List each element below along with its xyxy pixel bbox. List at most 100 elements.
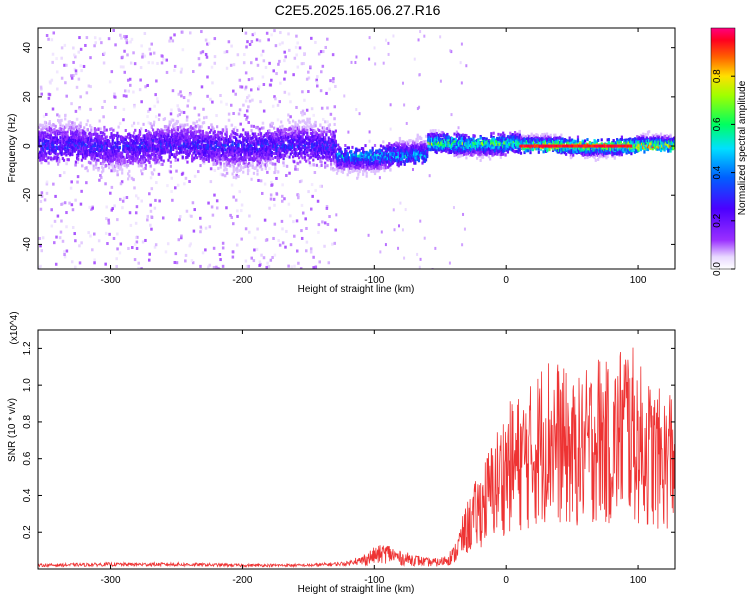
heatmap-cell bbox=[134, 137, 137, 141]
heatmap-cell bbox=[308, 161, 311, 165]
heatmap-cell bbox=[121, 135, 124, 139]
heatmap-cell bbox=[201, 121, 204, 125]
heatmap-cell bbox=[297, 119, 301, 123]
heatmap-cell bbox=[321, 154, 324, 158]
heatmap-cell bbox=[146, 136, 149, 140]
heatmap-cell bbox=[356, 176, 359, 180]
heatmap-cell bbox=[333, 150, 336, 154]
heatmap-cell bbox=[123, 149, 126, 153]
heatmap-cell bbox=[375, 164, 378, 168]
heatmap-cell bbox=[348, 163, 352, 167]
heatmap-cell bbox=[94, 162, 98, 166]
heatmap-cell bbox=[124, 128, 127, 132]
heatmap-cell bbox=[91, 143, 94, 147]
heatmap-cell bbox=[263, 163, 266, 167]
heatmap-cell bbox=[289, 115, 292, 119]
heatmap-cell bbox=[60, 143, 63, 147]
heatmap-cell bbox=[131, 155, 134, 159]
heatmap-cell bbox=[284, 70, 287, 74]
heatmap-cell bbox=[81, 131, 85, 135]
heatmap-cell bbox=[206, 134, 209, 138]
heatmap-cell bbox=[184, 259, 187, 263]
heatmap-cell bbox=[175, 261, 179, 265]
heatmap-cell bbox=[150, 171, 153, 175]
heatmap-cell bbox=[294, 127, 297, 131]
heatmap-cell bbox=[214, 133, 218, 137]
heatmap-cell bbox=[70, 74, 73, 78]
heatmap-cell bbox=[231, 152, 234, 156]
heatmap-cell bbox=[39, 207, 43, 211]
heatmap-cell bbox=[99, 127, 102, 131]
heatmap-cell bbox=[157, 130, 161, 134]
heatmap-cell bbox=[242, 145, 245, 149]
heatmap-cell bbox=[56, 156, 60, 160]
heatmap-cell bbox=[135, 146, 138, 150]
heatmap-cell bbox=[45, 191, 49, 195]
heatmap-cell bbox=[166, 135, 169, 139]
heatmap-cell bbox=[324, 127, 327, 131]
heatmap-cell bbox=[141, 141, 144, 145]
heatmap-cell bbox=[218, 146, 221, 150]
heatmap-cell bbox=[91, 154, 94, 158]
heatmap-cell bbox=[259, 139, 263, 143]
heatmap-cell bbox=[463, 227, 466, 231]
heatmap-cell bbox=[175, 136, 178, 140]
heatmap-cell bbox=[375, 166, 378, 170]
heatmap-cell bbox=[80, 147, 83, 151]
heatmap-cell bbox=[53, 241, 56, 245]
heatmap-cell bbox=[258, 141, 261, 145]
heatmap-cell bbox=[277, 62, 280, 66]
heatmap-cell bbox=[216, 161, 219, 165]
heatmap-cell bbox=[371, 161, 374, 165]
heatmap-cell bbox=[252, 155, 256, 159]
heatmap-cell bbox=[268, 135, 271, 139]
heatmap-cell bbox=[357, 157, 360, 161]
heatmap-cell bbox=[45, 182, 49, 186]
heatmap-cell bbox=[282, 154, 285, 158]
heatmap-cell bbox=[160, 143, 163, 147]
heatmap-cell bbox=[239, 134, 242, 138]
heatmap-cell bbox=[238, 139, 241, 143]
heatmap-cell bbox=[316, 153, 320, 157]
heatmap-cell bbox=[266, 170, 269, 174]
heatmap-cell bbox=[112, 167, 115, 171]
heatmap-cell bbox=[174, 139, 177, 143]
heatmap-cell bbox=[320, 149, 323, 153]
heatmap-cell bbox=[146, 115, 149, 119]
heatmap-cell bbox=[252, 124, 256, 128]
heatmap-cell bbox=[216, 125, 219, 129]
heatmap-cell bbox=[307, 70, 310, 74]
heatmap-cell bbox=[316, 75, 319, 79]
heatmap-cell bbox=[58, 129, 61, 133]
heatmap-cell bbox=[103, 132, 106, 136]
heatmap-cell bbox=[401, 228, 404, 232]
heatmap-cell bbox=[113, 204, 116, 208]
heatmap-cell bbox=[214, 159, 218, 163]
heatmap-cell bbox=[133, 62, 137, 66]
heatmap-cell bbox=[243, 165, 246, 169]
heatmap-cell bbox=[274, 97, 277, 101]
heatmap-cell bbox=[255, 165, 258, 169]
heatmap-cell bbox=[270, 121, 273, 125]
heatmap-cell bbox=[245, 144, 248, 148]
heatmap-cell bbox=[375, 169, 378, 173]
heatmap-cell bbox=[236, 145, 239, 149]
heatmap-cell bbox=[154, 161, 157, 165]
heatmap-cell bbox=[199, 151, 202, 155]
heatmap-cell bbox=[280, 219, 284, 223]
heatmap-cell bbox=[63, 43, 67, 47]
heatmap-cell bbox=[280, 135, 283, 139]
heatmap-cell bbox=[262, 146, 265, 150]
heatmap-cell bbox=[89, 107, 92, 111]
heatmap-cell bbox=[143, 144, 146, 148]
heatmap-cell bbox=[364, 154, 367, 158]
heatmap-cell bbox=[275, 144, 278, 148]
heatmap-cell bbox=[365, 157, 368, 161]
heatmap-cell bbox=[218, 157, 221, 161]
heatmap-cell bbox=[297, 142, 301, 146]
heatmap-cell bbox=[290, 136, 294, 140]
heatmap-cell bbox=[78, 36, 81, 40]
heatmap-cell bbox=[230, 149, 233, 153]
heatmap-cell bbox=[153, 147, 156, 151]
heatmap-cell bbox=[184, 176, 188, 180]
